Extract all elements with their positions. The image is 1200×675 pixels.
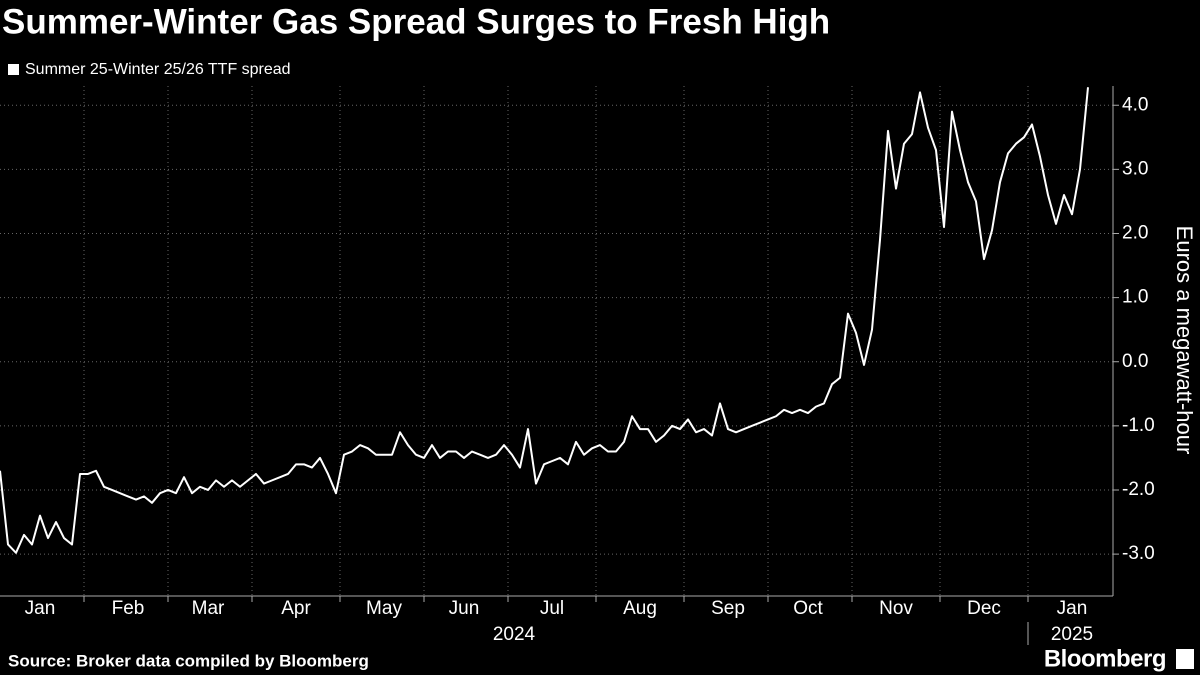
x-tick-label: Mar [192, 598, 225, 619]
y-tick-label: 0.0 [1122, 351, 1148, 372]
y-tick-label: 3.0 [1122, 158, 1148, 179]
x-tick-label: Feb [112, 598, 145, 619]
x-tick-label: Apr [281, 598, 311, 619]
y-tick-label: 2.0 [1122, 223, 1148, 244]
y-tick-label: 4.0 [1122, 94, 1148, 115]
x-tick-label: May [366, 598, 402, 619]
brand: Bloomberg [1044, 645, 1166, 672]
x-tick-label: Jan [25, 598, 56, 619]
x-tick-label: Dec [967, 598, 1001, 619]
y-tick-label: -2.0 [1122, 479, 1155, 500]
x-tick-label: Nov [879, 598, 913, 619]
x-tick-label: Jun [449, 598, 480, 619]
line-series [0, 87, 1089, 554]
x-tick-label: Oct [793, 598, 823, 619]
y-axis-title: Euros a megawatt-hour [1172, 226, 1197, 455]
x-tick-label: Aug [623, 598, 657, 619]
brand-icon [1176, 649, 1194, 669]
chart-title: Summer-Winter Gas Spread Surges to Fresh… [2, 2, 830, 41]
year-label: 2024 [493, 624, 536, 645]
x-tick-label: Sep [711, 598, 745, 619]
y-tick-label: -3.0 [1122, 543, 1155, 564]
year-label: 2025 [1051, 624, 1093, 645]
legend-swatch [8, 64, 19, 75]
legend-label: Summer 25-Winter 25/26 TTF spread [25, 61, 291, 78]
source: Source: Broker data compiled by Bloomber… [8, 651, 369, 670]
x-tick-label: Jul [540, 598, 564, 619]
y-tick-label: -1.0 [1122, 415, 1155, 436]
x-tick-label: Jan [1057, 598, 1088, 619]
y-tick-label: 1.0 [1122, 287, 1148, 308]
